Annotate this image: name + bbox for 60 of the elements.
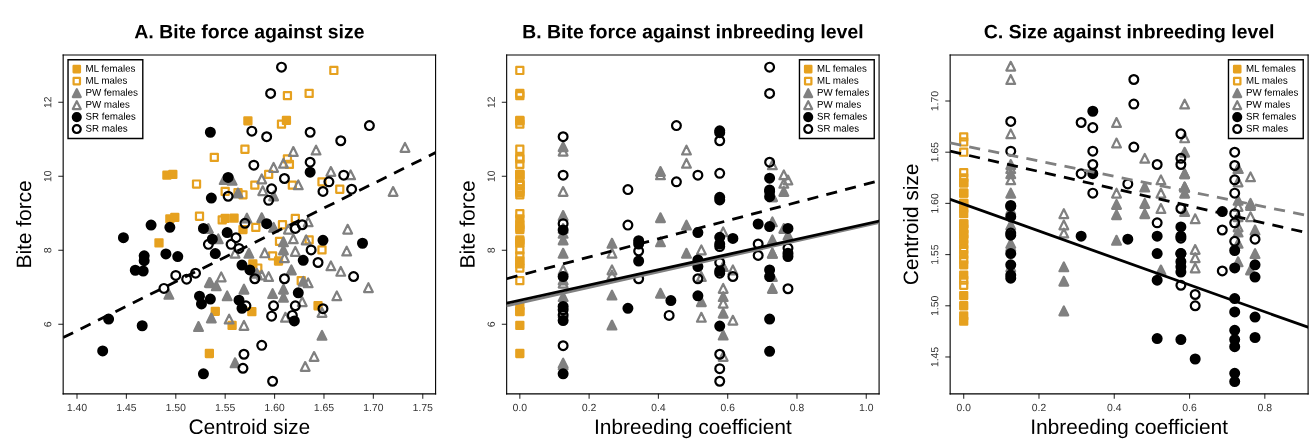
x-tick-label: 1.50: [166, 403, 186, 412]
y-axis-title: Centroid size: [902, 164, 919, 285]
legend-label: ML females: [86, 64, 136, 72]
legend-label: ML females: [1246, 64, 1296, 72]
y-tick-label: 1.55: [931, 244, 939, 264]
legend-label: SR males: [817, 124, 859, 132]
x-axis-title: Inbreeding coefficient: [1032, 418, 1228, 439]
x-tick-label: 1.70: [364, 403, 384, 412]
x-tick-label: 0.6: [1182, 403, 1197, 412]
y-axis-title: Bite force: [15, 181, 32, 267]
legend-label: PW males: [1246, 100, 1290, 108]
y-tick-label: 12: [44, 97, 52, 108]
y-tick-label: 1.65: [930, 142, 939, 162]
x-tick-label: 0.2: [582, 403, 596, 412]
y-tick-label: 1.60: [930, 193, 939, 213]
x-tick-label: 1.55: [215, 403, 235, 412]
x-tick-label: 1.60: [265, 403, 285, 412]
legend-label: PW females: [1246, 88, 1299, 96]
y-tick-label: 10: [44, 170, 52, 182]
y-tick-label: 8: [44, 247, 52, 253]
legend-label: ML males: [817, 76, 859, 84]
x-tick-label: 1.45: [117, 403, 137, 412]
legend-label: PW males: [817, 100, 861, 108]
legend-label: SR females: [817, 112, 867, 120]
y-tick-label: 10: [487, 170, 495, 182]
x-tick-label: 0.8: [1257, 403, 1272, 412]
x-tick-label: 0.0: [512, 403, 527, 412]
legend-label: PW females: [817, 88, 870, 96]
x-tick-label: 0.4: [651, 403, 666, 412]
y-tick-label: 1.50: [930, 296, 939, 316]
chart-title: A. Bite force against size: [134, 24, 364, 43]
chart-title: B. Bite force against inbreeding level: [523, 24, 863, 43]
legend-label: ML males: [1246, 76, 1288, 84]
x-tick-label: 0.2: [1032, 403, 1046, 412]
y-tick-label: 12: [487, 97, 495, 108]
chart-title: C. Size against inbreeding level: [984, 24, 1274, 43]
legend-label: PW females: [86, 88, 138, 96]
x-tick-label: 0.6: [720, 403, 735, 412]
y-axis-title: Bite force: [459, 181, 475, 267]
x-tick-label: 0.4: [1107, 403, 1122, 412]
legend-label: PW males: [86, 100, 130, 108]
y-tick-label: 1.70: [930, 91, 939, 111]
legend-label: SR females: [85, 112, 136, 120]
x-tick-label: 0.8: [790, 403, 804, 412]
y-tick-label: 6: [44, 321, 52, 327]
y-tick-label: 1.45: [931, 347, 939, 367]
x-tick-label: 1.0: [859, 403, 874, 412]
x-tick-label: 1.40: [67, 403, 87, 412]
y-tick-label: 8: [487, 247, 495, 253]
x-axis-title: Inbreeding coefficient: [595, 418, 792, 439]
x-axis-title: Centroid size: [189, 418, 310, 435]
x-tick-label: 1.75: [413, 403, 433, 412]
legend-label: ML females: [817, 64, 867, 72]
legend-label: SR females: [1246, 112, 1296, 120]
y-tick-label: 6: [487, 321, 495, 327]
legend-label: ML males: [86, 76, 127, 84]
x-tick-label: 1.65: [314, 403, 334, 412]
legend-label: SR males: [1246, 124, 1288, 132]
legend-label: SR males: [85, 124, 128, 132]
x-tick-label: 0.0: [956, 403, 971, 412]
